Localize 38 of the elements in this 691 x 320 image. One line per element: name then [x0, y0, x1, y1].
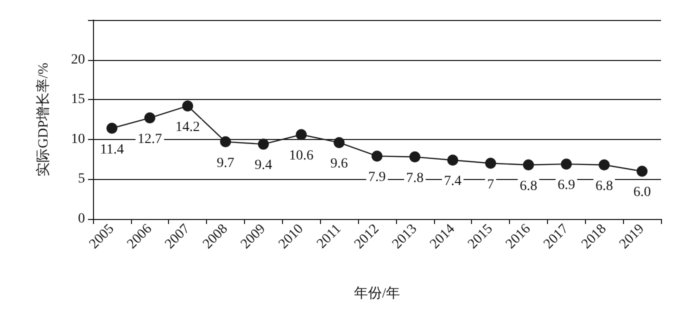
point [598, 159, 610, 170]
data-label: 6.8 [520, 178, 538, 194]
data-label: 10.6 [289, 148, 314, 164]
data-label: 6.9 [558, 178, 576, 194]
data-label: 14.2 [175, 120, 200, 135]
data-label: 9.7 [216, 156, 234, 171]
data-label: 7.8 [406, 170, 424, 186]
point [220, 136, 232, 148]
point [334, 137, 345, 148]
data-label: 9.6 [330, 156, 348, 172]
y-axis-title: 实际GDP增长率/% [36, 62, 52, 176]
point [409, 151, 420, 162]
point [296, 129, 307, 140]
x-axis-title: 年份/年 [354, 286, 400, 302]
point [485, 158, 496, 169]
point [182, 100, 194, 112]
point [372, 150, 382, 162]
data-label: 7.9 [368, 170, 386, 186]
y-tick-label: 10 [71, 132, 85, 147]
point [258, 138, 269, 150]
point [447, 154, 458, 166]
y-tick-label: 20 [71, 52, 85, 68]
point [636, 166, 648, 177]
point [106, 122, 118, 134]
point [560, 158, 572, 170]
data-label: 9.4 [254, 158, 272, 174]
point [144, 112, 156, 124]
data-label: 6.8 [595, 178, 613, 194]
y-tick-label: 5 [78, 172, 85, 187]
x-tick-label: 2011 [314, 222, 344, 252]
data-label: 6.0 [633, 185, 651, 200]
data-label: 11.4 [100, 142, 124, 158]
data-label: 7 [487, 177, 494, 192]
y-tick-label: 15 [71, 92, 85, 108]
data-label: 7.4 [444, 174, 462, 190]
y-tick-label: 0 [78, 212, 85, 226]
point [522, 159, 534, 170]
data-label: 12.7 [138, 132, 162, 147]
